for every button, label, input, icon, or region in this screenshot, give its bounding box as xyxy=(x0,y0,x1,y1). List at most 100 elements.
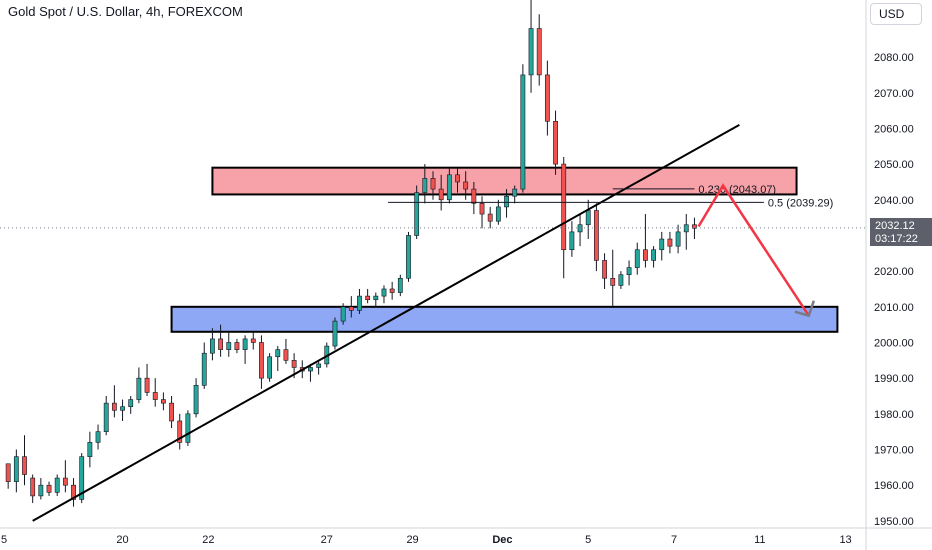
candle xyxy=(569,221,575,257)
candle xyxy=(250,331,256,350)
time-tick-label: 29 xyxy=(406,534,418,546)
candle-body xyxy=(226,342,232,350)
candle xyxy=(536,14,542,86)
last-price-label: 2032.12 03:17:22 xyxy=(870,218,932,246)
candle-body xyxy=(177,420,183,443)
candle xyxy=(210,328,215,361)
candle-body xyxy=(528,28,534,76)
time-tick-label: 20 xyxy=(116,534,128,546)
candle-body xyxy=(54,477,60,493)
candle xyxy=(177,413,183,450)
candle-body xyxy=(397,277,403,293)
candle xyxy=(71,478,76,507)
candle xyxy=(120,399,125,421)
candle-body xyxy=(602,260,607,279)
candle-body xyxy=(259,342,264,379)
resistance-zone xyxy=(211,166,798,196)
price-tick-label: 2010.00 xyxy=(874,302,914,314)
candle xyxy=(585,199,591,240)
candle xyxy=(193,378,199,418)
candle xyxy=(504,189,509,218)
candle-body xyxy=(169,402,174,422)
candle-body xyxy=(283,349,289,361)
candle xyxy=(218,324,223,357)
price-tick-label: 1980.00 xyxy=(874,409,914,421)
candle xyxy=(13,449,19,493)
candle-body xyxy=(267,356,273,379)
price-tick-label: 2070.00 xyxy=(874,88,914,100)
candle xyxy=(169,396,174,429)
candle-body xyxy=(38,484,44,497)
candle xyxy=(340,303,346,325)
candle-body xyxy=(46,484,52,493)
candle-body xyxy=(152,392,158,400)
candle-body xyxy=(651,249,656,261)
bar-countdown: 03:17:22 xyxy=(875,233,918,245)
candle xyxy=(226,331,232,357)
candle-body xyxy=(634,249,640,268)
candle-body xyxy=(160,399,166,404)
candle-body xyxy=(544,74,550,122)
candle xyxy=(471,181,477,215)
candle-body xyxy=(569,231,575,251)
candle-body xyxy=(357,295,362,311)
candle xyxy=(667,231,673,254)
candle xyxy=(242,335,248,364)
price-tick-label: 2050.00 xyxy=(874,159,914,171)
price-tick-label: 1990.00 xyxy=(874,373,914,385)
time-tick-label: 22 xyxy=(202,534,214,546)
candle-body xyxy=(520,74,526,190)
candle xyxy=(308,363,313,382)
candle xyxy=(234,338,240,354)
candle xyxy=(593,203,599,272)
currency-button[interactable]: USD xyxy=(870,3,922,25)
candle-body xyxy=(446,174,452,201)
fib-level-label: 0.5 (2039.29) xyxy=(768,197,833,209)
candle xyxy=(357,288,362,314)
candle-body xyxy=(275,349,281,358)
candle xyxy=(626,260,632,286)
candle-body xyxy=(5,463,11,482)
candle xyxy=(520,64,526,193)
projection-arrow xyxy=(697,183,810,317)
candle xyxy=(553,110,558,175)
last-price-value: 2032.12 xyxy=(875,220,915,232)
candle-body xyxy=(381,288,387,297)
candle xyxy=(348,296,354,318)
candle xyxy=(602,253,607,289)
candle-body xyxy=(332,320,338,347)
candle-body xyxy=(218,338,223,350)
candle xyxy=(487,206,493,229)
candle-body xyxy=(373,295,379,300)
candle-body xyxy=(111,402,117,411)
candle-body xyxy=(120,406,125,411)
candle-body xyxy=(234,342,240,350)
candle xyxy=(463,171,469,200)
chart-title: Gold Spot / U.S. Dollar, 4h, FOREXCOM xyxy=(8,4,243,19)
candle xyxy=(128,396,134,414)
candle xyxy=(495,199,501,225)
candle-body xyxy=(504,195,509,208)
candle-body xyxy=(95,431,101,443)
candle-body xyxy=(561,163,567,251)
candle xyxy=(479,196,485,229)
price-tick-label: 2040.00 xyxy=(874,195,914,207)
candle xyxy=(406,231,411,282)
candle-body xyxy=(185,413,191,443)
price-tick-label: 2000.00 xyxy=(874,337,914,349)
candle-body xyxy=(348,306,354,311)
candle-body xyxy=(495,206,501,222)
candle xyxy=(577,214,583,247)
candle xyxy=(397,274,403,297)
candle xyxy=(365,288,371,304)
candle-body xyxy=(626,267,632,276)
candle xyxy=(683,214,689,250)
candle xyxy=(79,453,85,504)
candle-body xyxy=(250,338,256,343)
candle-body xyxy=(210,338,215,354)
candle xyxy=(275,346,281,372)
candle-body xyxy=(593,210,599,261)
candle-body xyxy=(316,363,322,368)
candle xyxy=(185,410,191,446)
